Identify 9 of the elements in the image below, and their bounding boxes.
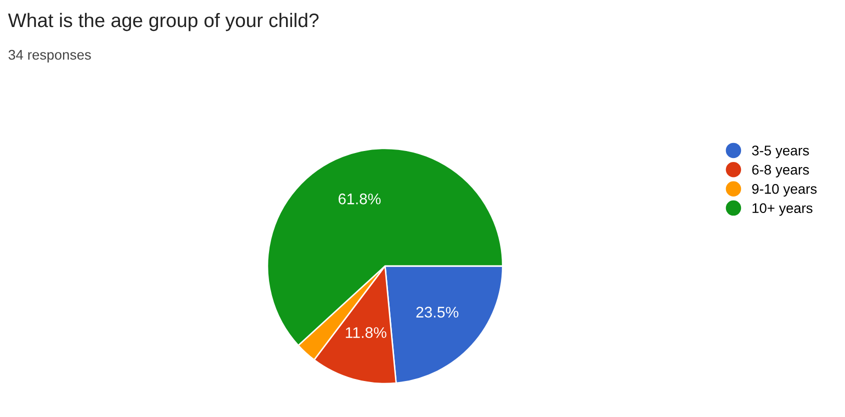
data-label: 23.5% <box>416 306 458 318</box>
data-label: 61.8% <box>338 194 381 204</box>
text: 34 responses <box>8 50 91 62</box>
chart-title: What is the age group of your child? <box>8 12 319 32</box>
legend-label: 3-5 years <box>752 146 809 158</box>
legend-label: 10+ years <box>752 203 812 216</box>
legend-label: 6-8 years <box>752 164 809 178</box>
data-label: 11.8% <box>346 327 386 338</box>
legend-label: 9-10 years <box>752 184 817 197</box>
